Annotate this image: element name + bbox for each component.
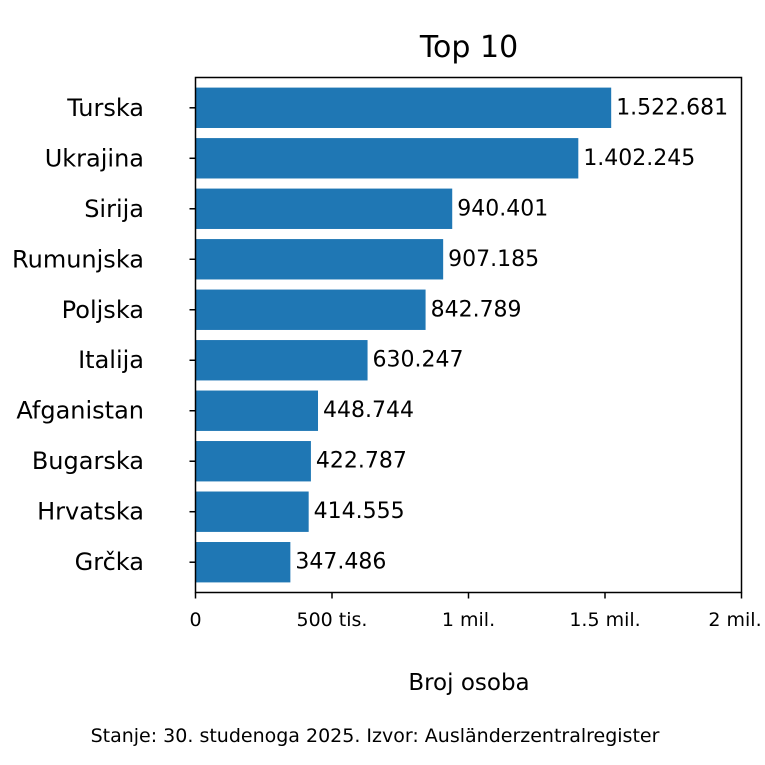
bar	[195, 340, 368, 381]
y-tick-label: Hrvatska	[37, 498, 144, 526]
bar	[195, 491, 309, 532]
y-tick-label: Bugarska	[32, 447, 144, 475]
bar	[195, 289, 426, 330]
bar	[195, 188, 453, 229]
bar-value-label: 1.402.245	[583, 146, 695, 171]
bar-value-label: 422.787	[316, 449, 407, 474]
chart-title: Top 10	[419, 30, 518, 65]
bar	[195, 390, 319, 431]
bar	[195, 542, 291, 583]
bar	[195, 239, 444, 280]
plot-frame	[194, 76, 743, 594]
bar	[195, 138, 579, 179]
x-tick-label: 2 mil.	[708, 609, 761, 631]
bar-value-label: 347.486	[295, 550, 386, 575]
x-tick-label: 1 mil.	[442, 609, 495, 631]
x-tick-label: 1.5 mil.	[569, 609, 640, 631]
bar	[195, 441, 311, 482]
bar-value-label: 414.555	[314, 499, 405, 524]
bar-value-label: 630.247	[373, 348, 464, 373]
bar	[195, 87, 612, 128]
y-axis: Turska Ukrajina Sirija Rumunjska Poljska Ital…	[12, 94, 196, 576]
x-axis-label: Broj osoba	[408, 670, 529, 696]
y-tick-label: Afganistan	[16, 397, 144, 425]
y-tick-label: Sirija	[84, 195, 144, 223]
x-tick-label: 0	[189, 609, 201, 631]
footnote: Stanje: 30. studenoga 2025. Izvor: Auslä…	[91, 725, 660, 747]
x-axis: 0 500 tis. 1 mil. 1.5 mil. 2 mil.	[189, 592, 762, 631]
x-tick-label: 500 tis.	[297, 609, 368, 631]
bar-value-label: 1.522.681	[616, 95, 728, 120]
y-tick-label: Rumunjska	[12, 245, 144, 273]
y-tick-label: Turska	[66, 94, 144, 122]
y-tick-label: Italija	[78, 346, 144, 374]
y-tick-label: Ukrajina	[45, 144, 144, 172]
bar-value-label: 448.744	[323, 398, 414, 423]
y-tick-label: Poljska	[62, 296, 144, 324]
bars-group: 1.522.681 1.402.245 940.401 907.185 842.789 6…	[195, 87, 728, 583]
bar-value-label: 907.185	[448, 247, 539, 272]
y-tick-label: Grčka	[75, 548, 144, 576]
bar-value-label: 940.401	[457, 196, 548, 221]
bar-value-label: 842.789	[431, 297, 522, 322]
